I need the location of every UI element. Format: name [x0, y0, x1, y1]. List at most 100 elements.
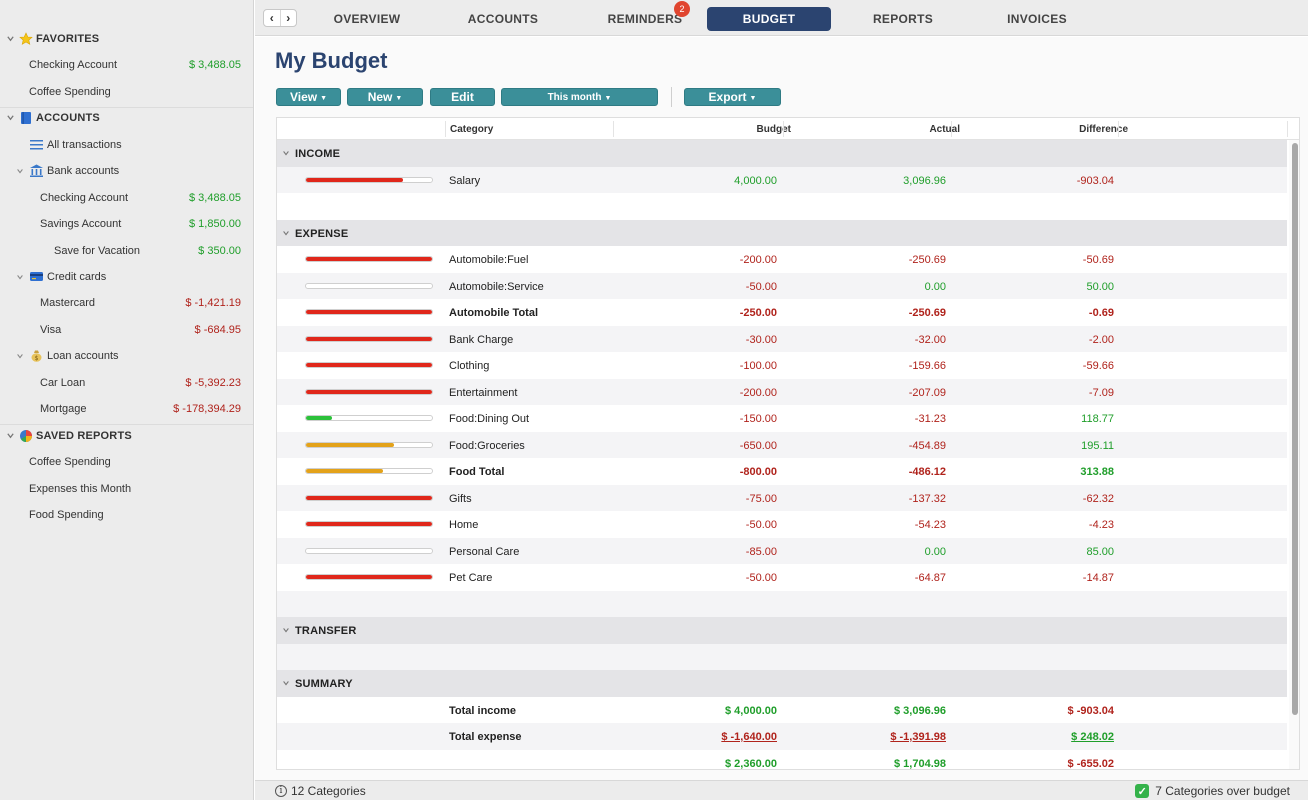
category-name: Automobile Total: [449, 307, 539, 319]
table-row[interactable]: Food:Groceries -650.00 -454.89 195.11: [277, 431, 1287, 458]
column-header-actual[interactable]: Actual: [929, 124, 960, 135]
sidebar-item-favorite-coffee[interactable]: Coffee Spending: [0, 79, 253, 105]
section-header-transfer[interactable]: TRANSFER: [277, 617, 1287, 644]
sidebar-item-bank-accounts[interactable]: Bank accounts: [0, 158, 253, 184]
column-divider: [445, 121, 446, 137]
budget-value: -100.00: [739, 360, 777, 372]
sidebar-item-loan-accounts[interactable]: $ Loan accounts: [0, 343, 253, 369]
chevron-down-icon[interactable]: [16, 167, 24, 175]
table-row[interactable]: Automobile:Fuel -200.00 -250.69 -50.69: [277, 246, 1287, 273]
table-row[interactable]: Food:Dining Out -150.00 -31.23 118.77: [277, 405, 1287, 432]
over-budget-label: 7 Categories over budget: [1155, 784, 1290, 798]
sidebar-group-saved-reports[interactable]: SAVED REPORTS: [0, 423, 253, 449]
sidebar-item-label: Mortgage: [40, 403, 87, 415]
sidebar-group-accounts[interactable]: ACCOUNTS: [0, 105, 253, 131]
forward-arrow-icon[interactable]: ›: [286, 11, 291, 25]
sidebar-item-mortgage[interactable]: Mortgage $ -178,394.29: [0, 396, 253, 422]
sidebar-divider: [0, 107, 253, 108]
sidebar-item-car-loan[interactable]: Car Loan $ -5,392.23: [0, 370, 253, 396]
account-balance: $ -5,392.23: [185, 377, 241, 389]
edit-button[interactable]: Edit: [430, 88, 495, 106]
budget-progress-bar: [305, 441, 433, 448]
sidebar-group-favorites[interactable]: FAVORITES: [0, 26, 253, 52]
sidebar-item-credit-cards[interactable]: Credit cards: [0, 264, 253, 290]
chevron-down-icon[interactable]: [282, 626, 290, 634]
summary-row: Total expense $ -1,640.00 $ -1,391.98 $ 248…: [277, 723, 1287, 750]
table-row[interactable]: Gifts -75.00 -137.32 -62.32: [277, 484, 1287, 511]
tab-reminders[interactable]: REMINDERS: [607, 12, 683, 26]
sidebar-item-favorite-checking[interactable]: Checking Account $ 3,488.05: [0, 52, 253, 78]
table-row[interactable]: Clothing -100.00 -159.66 -59.66: [277, 352, 1287, 379]
chevron-down-icon[interactable]: [16, 352, 24, 360]
summary-budget: $ 2,360.00: [725, 757, 777, 770]
table-row[interactable]: Entertainment -200.00 -207.09 -7.09: [277, 378, 1287, 405]
scrollbar-thumb[interactable]: [1292, 143, 1298, 715]
column-header-difference[interactable]: Difference: [1079, 124, 1128, 135]
table-row[interactable]: Salary 4,000.00 3,096.96 -903.04: [277, 166, 1287, 193]
section-header-income[interactable]: INCOME: [277, 140, 1287, 167]
category-count-label: 12 Categories: [291, 784, 366, 798]
budget-progress-fill: [306, 336, 432, 341]
table-row[interactable]: Food Total -800.00 -486.12 313.88: [277, 458, 1287, 485]
column-header-category[interactable]: Category: [450, 124, 494, 135]
sidebar-item-label: Car Loan: [40, 377, 86, 389]
vertical-scrollbar[interactable]: [1289, 140, 1299, 769]
difference-value: -7.09: [1088, 386, 1114, 399]
empty-row: [277, 193, 1287, 220]
actual-value: -159.66: [908, 360, 946, 372]
chevron-down-icon[interactable]: [282, 149, 290, 157]
budget-progress-fill: [306, 177, 404, 182]
tab-accounts[interactable]: ACCOUNTS: [467, 12, 539, 26]
tab-overview[interactable]: OVERVIEW: [333, 12, 401, 26]
caret-down-icon: ▼: [395, 94, 403, 102]
chevron-down-icon[interactable]: [282, 679, 290, 687]
difference-value: 195.11: [1081, 439, 1114, 452]
table-row[interactable]: Pet Care -50.00 -64.87 -14.87: [277, 564, 1287, 591]
sidebar-item-report-food-spending[interactable]: Food Spending: [0, 502, 253, 528]
new-menu-button[interactable]: New ▼: [347, 88, 423, 106]
difference-value: -4.23: [1088, 519, 1114, 531]
over-budget-status: ✓ 7 Categories over budget: [1135, 784, 1290, 798]
sidebar-item-savings-account[interactable]: Savings Account $ 1,850.00: [0, 211, 253, 237]
period-selector[interactable]: This month ▼: [501, 88, 658, 106]
category-name: Food:Groceries: [449, 439, 525, 452]
tab-reports[interactable]: REPORTS: [872, 12, 934, 26]
column-divider: [613, 121, 614, 137]
table-row[interactable]: Home -50.00 -54.23 -4.23: [277, 511, 1287, 538]
export-menu-button[interactable]: Export ▼: [684, 88, 781, 106]
difference-value: -0.69: [1088, 307, 1114, 319]
sidebar-item-all-transactions[interactable]: All transactions: [0, 132, 253, 158]
chevron-down-icon[interactable]: [6, 431, 15, 440]
sidebar-item-save-for-vacation[interactable]: Save for Vacation $ 350.00: [0, 238, 253, 264]
category-name: Food:Dining Out: [449, 413, 530, 425]
account-balance: $ 3,488.05: [189, 192, 241, 204]
column-header-budget[interactable]: Budget: [756, 124, 791, 135]
sidebar-item-label: Food Spending: [29, 509, 104, 521]
budget-progress-fill: [306, 389, 432, 394]
chevron-down-icon[interactable]: [6, 34, 15, 43]
chevron-down-icon[interactable]: [282, 229, 290, 237]
table-row[interactable]: Personal Care -85.00 0.00 85.00: [277, 537, 1287, 564]
tab-budget[interactable]: BUDGET: [707, 7, 831, 31]
view-menu-button[interactable]: View ▼: [276, 88, 341, 106]
actual-value: -64.87: [914, 572, 946, 584]
sidebar-group-label: ACCOUNTS: [36, 112, 100, 124]
sidebar-item-report-expenses-this-month[interactable]: Expenses this Month: [0, 476, 253, 502]
sidebar-item-checking-account[interactable]: Checking Account $ 3,488.05: [0, 185, 253, 211]
section-header-summary[interactable]: SUMMARY: [277, 670, 1287, 697]
table-row[interactable]: Bank Charge -30.00 -32.00 -2.00: [277, 325, 1287, 352]
actual-value: 0.00: [924, 545, 946, 558]
section-header-expense[interactable]: EXPENSE: [277, 219, 1287, 246]
status-bar: i 12 Categories ✓ 7 Categories over budg…: [255, 780, 1308, 800]
chevron-down-icon[interactable]: [16, 273, 24, 281]
sidebar-item-visa[interactable]: Visa $ -684.95: [0, 317, 253, 343]
chevron-down-icon[interactable]: [6, 113, 15, 122]
table-row[interactable]: Automobile:Service -50.00 0.00 50.00: [277, 272, 1287, 299]
back-arrow-icon[interactable]: ‹: [264, 10, 281, 26]
budget-value: -50.00: [745, 280, 777, 293]
table-row[interactable]: Automobile Total -250.00 -250.69 -0.69: [277, 299, 1287, 326]
tab-invoices[interactable]: INVOICES: [1007, 12, 1067, 26]
sidebar-item-mastercard[interactable]: Mastercard $ -1,421.19: [0, 290, 253, 316]
sidebar-item-report-coffee-spending[interactable]: Coffee Spending: [0, 449, 253, 475]
toolbar-divider: [671, 87, 672, 107]
